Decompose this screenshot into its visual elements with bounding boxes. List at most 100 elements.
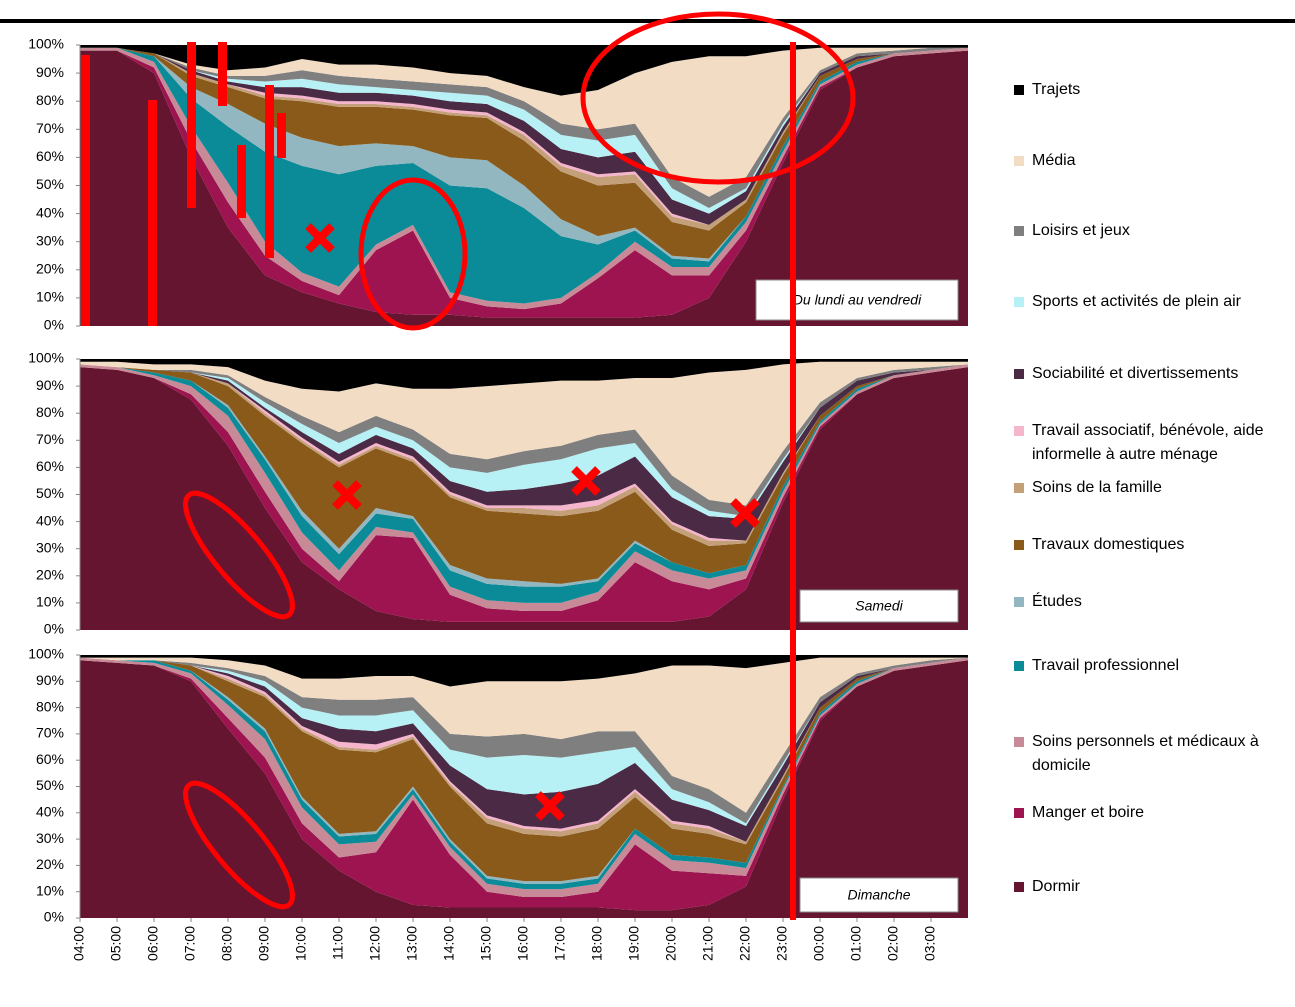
y-tick-label: 0% xyxy=(44,317,64,333)
y-tick-label: 80% xyxy=(36,92,64,108)
legend-item: Travaux domestiques xyxy=(1014,533,1295,557)
x-tick-label: 13:00 xyxy=(404,926,420,961)
x-tick-label: 02:00 xyxy=(885,926,901,961)
annotation-cross xyxy=(305,223,335,253)
area xyxy=(80,657,968,824)
area xyxy=(80,47,968,304)
annotation-bar xyxy=(81,55,90,326)
legend-item: Média xyxy=(1014,149,1295,173)
annotations xyxy=(81,11,856,920)
legend-swatch xyxy=(1014,540,1024,550)
area xyxy=(80,367,968,630)
area xyxy=(80,364,968,584)
area xyxy=(80,660,968,918)
legend-swatch xyxy=(1014,737,1024,747)
annotation-line xyxy=(790,42,796,920)
y-tick-label: 70% xyxy=(36,725,64,741)
legend-swatch xyxy=(1014,297,1024,307)
legend-item: Trajets xyxy=(1014,78,1295,102)
legend-label: Dormir xyxy=(1032,878,1080,895)
legend-label: Travail associatif, bénévole, aide infor… xyxy=(1032,422,1264,463)
legend-label: Soins de la famille xyxy=(1032,479,1162,496)
annotation-cross xyxy=(535,791,565,821)
legend-item: Manger et boire xyxy=(1014,801,1295,825)
x-tick-label: 14:00 xyxy=(441,926,457,961)
x-tick-label: 21:00 xyxy=(700,926,716,961)
y-tick-label: 0% xyxy=(44,621,64,637)
legend-swatch xyxy=(1014,369,1024,379)
y-tick-label: 40% xyxy=(36,204,64,220)
x-tick-label: 00:00 xyxy=(811,926,827,961)
x-tick-label: 01:00 xyxy=(848,926,864,961)
annotation-cross xyxy=(730,498,760,528)
y-tick-label: 40% xyxy=(36,512,64,528)
y-tick-label: 80% xyxy=(36,698,64,714)
y-tick-label: 90% xyxy=(36,377,64,393)
area xyxy=(80,45,968,96)
legend-swatch xyxy=(1014,226,1024,236)
y-tick-label: 10% xyxy=(36,882,64,898)
legend-item: Soins personnels et médicaux à domicile xyxy=(1014,730,1295,778)
area xyxy=(80,359,968,392)
y-tick-label: 30% xyxy=(36,232,64,248)
y-tick-label: 40% xyxy=(36,804,64,820)
legend-label: Travail professionnel xyxy=(1032,657,1180,674)
x-tick-label: 17:00 xyxy=(552,926,568,961)
legend-label: Sociabilité et divertissements xyxy=(1032,365,1239,382)
legend-swatch xyxy=(1014,882,1024,892)
annotation-ellipse xyxy=(358,177,468,331)
x-tick-label: 12:00 xyxy=(367,926,383,961)
annotation-bar xyxy=(265,85,274,258)
area xyxy=(80,657,968,842)
area xyxy=(80,47,968,231)
x-tick-label: 15:00 xyxy=(478,926,494,961)
legend-item: Sports et activités de plein air xyxy=(1014,290,1295,314)
legend-label: Études xyxy=(1032,593,1082,610)
y-tick-label: 20% xyxy=(36,261,64,277)
y-tick-label: 80% xyxy=(36,404,64,420)
legend-item: Sociabilité et divertissements xyxy=(1014,362,1295,386)
area xyxy=(80,657,968,826)
legend-swatch xyxy=(1014,156,1024,166)
y-tick-label: 60% xyxy=(36,751,64,767)
legend-label: Travaux domestiques xyxy=(1032,536,1185,553)
y-tick-label: 90% xyxy=(36,672,64,688)
legend-label: Manger et boire xyxy=(1032,804,1145,821)
y-tick-label: 100% xyxy=(28,646,64,662)
legend-swatch xyxy=(1014,808,1024,818)
y-tick-label: 50% xyxy=(36,777,64,793)
x-tick-label: 07:00 xyxy=(182,926,198,961)
annotation-ellipse xyxy=(183,490,295,620)
legend-swatch xyxy=(1014,661,1024,671)
y-tick-label: 50% xyxy=(36,176,64,192)
area xyxy=(80,655,968,687)
legend-item: Dormir xyxy=(1014,875,1295,899)
x-tick-label: 04:00 xyxy=(71,926,87,961)
legend-label: Soins personnels et médicaux à domicile xyxy=(1032,733,1259,774)
annotation-ellipse xyxy=(183,780,295,910)
panel-label-box xyxy=(755,279,959,321)
area xyxy=(80,47,968,259)
x-tick-label: 10:00 xyxy=(293,926,309,961)
y-tick-label: 30% xyxy=(36,539,64,555)
legend-swatch xyxy=(1014,85,1024,95)
area xyxy=(80,47,968,225)
legend-item: Travail professionnel xyxy=(1014,654,1295,678)
y-tick-label: 0% xyxy=(44,909,64,925)
x-tick-label: 05:00 xyxy=(108,926,124,961)
y-tick-label: 50% xyxy=(36,485,64,501)
x-tick-label: 22:00 xyxy=(737,926,753,961)
annotation-ellipse xyxy=(580,11,856,185)
annotation-bar xyxy=(277,113,286,158)
legend-label: Sports et activités de plein air xyxy=(1032,293,1241,310)
annotation-cross xyxy=(332,480,362,510)
y-tick-label: 10% xyxy=(36,594,64,610)
y-tick-label: 60% xyxy=(36,458,64,474)
legend-item: Loisirs et jeux xyxy=(1014,219,1295,243)
y-tick-label: 20% xyxy=(36,567,64,583)
x-tick-label: 06:00 xyxy=(145,926,161,961)
y-tick-label: 30% xyxy=(36,830,64,846)
panel-label: Samedi xyxy=(855,598,903,614)
